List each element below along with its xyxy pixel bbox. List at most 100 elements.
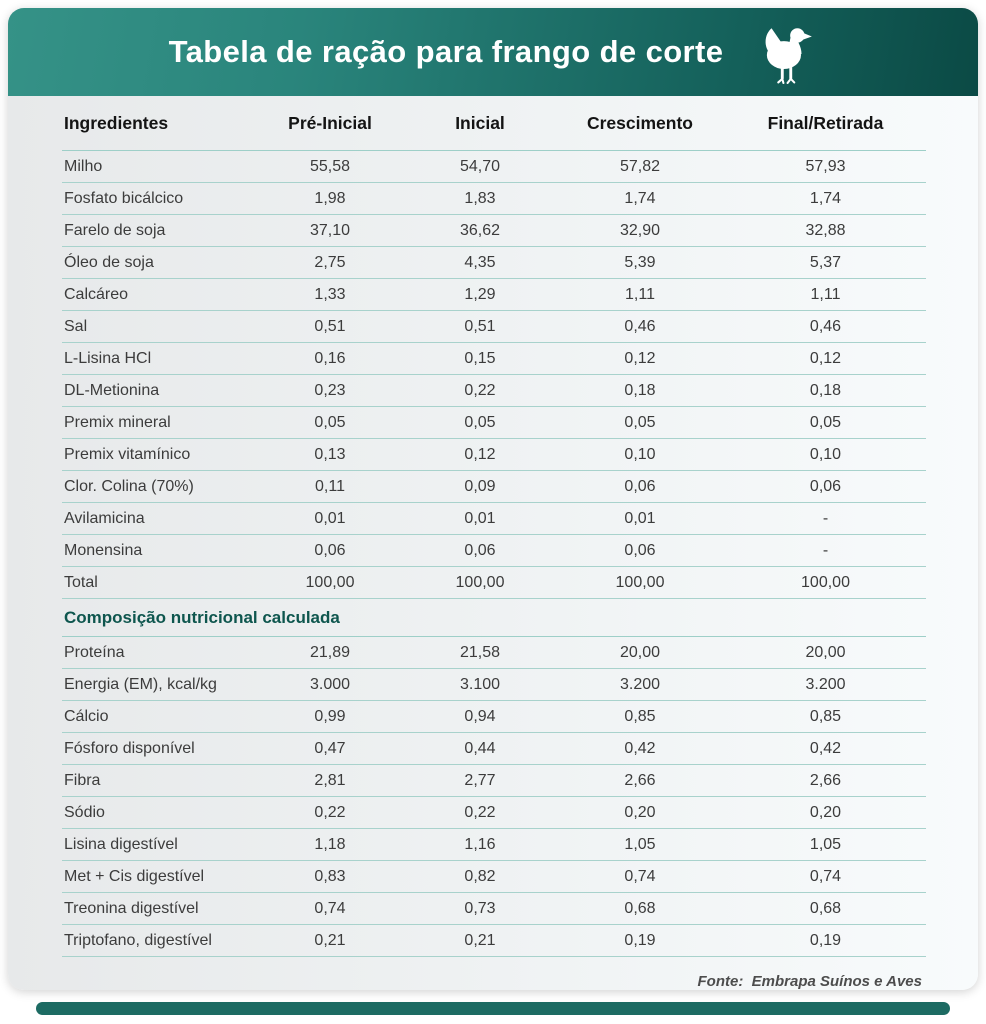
row-value: 2,66 xyxy=(809,771,842,789)
row-value: 0,15 xyxy=(464,349,496,367)
row-label: Proteína xyxy=(64,643,125,661)
row-label: Sal xyxy=(64,317,88,335)
row-value: - xyxy=(822,509,829,527)
nutrition-row: Sódio 0,22 0,22 0,20 0,20 xyxy=(62,797,926,829)
row-label: Total xyxy=(64,573,98,591)
row-value: 0,19 xyxy=(624,931,656,949)
row-value: 1,74 xyxy=(809,189,842,207)
row-value: 0,85 xyxy=(809,707,842,725)
ingredient-row: Premix vitamínico 0,13 0,12 0,10 0,10 xyxy=(62,439,926,471)
row-value: 32,88 xyxy=(805,221,846,239)
ingredient-row: DL-Metionina 0,23 0,22 0,18 0,18 xyxy=(62,375,926,407)
row-value: - xyxy=(822,541,829,559)
row-value: 1,74 xyxy=(624,189,656,207)
row-value: 2,81 xyxy=(314,771,346,789)
row-value: 0,68 xyxy=(809,899,842,917)
column-header-row: Ingredientes Pré-Inicial Inicial Crescim… xyxy=(62,96,926,151)
row-value: 3.200 xyxy=(805,675,846,693)
ingredient-row: Óleo de soja 2,75 4,35 5,39 5,37 xyxy=(62,247,926,279)
column-header-final: Final/Retirada xyxy=(767,112,884,133)
row-value: 0,01 xyxy=(314,509,346,527)
row-value: 54,70 xyxy=(459,157,501,175)
row-value: 1,05 xyxy=(624,835,656,853)
row-value: 0,44 xyxy=(464,739,496,757)
row-label: Monensina xyxy=(64,541,143,559)
row-value: 0,12 xyxy=(464,445,496,463)
row-value: 0,20 xyxy=(624,803,656,821)
row-label: L-Lisina HCl xyxy=(64,349,152,367)
row-value: 5,37 xyxy=(809,253,842,271)
row-value: 0,19 xyxy=(809,931,842,949)
row-value: 0,05 xyxy=(809,413,842,431)
row-value: 0,82 xyxy=(464,867,496,885)
row-value: 0,23 xyxy=(314,381,346,399)
row-value: 57,82 xyxy=(619,157,661,175)
row-value: 0,22 xyxy=(314,803,346,821)
nutrition-row: Cálcio 0,99 0,94 0,85 0,85 xyxy=(62,701,926,733)
row-value: 0,73 xyxy=(464,899,496,917)
row-label: Fosfato bicálcico xyxy=(64,189,184,207)
row-value: 1,98 xyxy=(314,189,346,207)
row-label: Clor. Colina (70%) xyxy=(64,477,194,495)
row-value: 0,94 xyxy=(464,707,496,725)
row-label: Energia (EM), kcal/kg xyxy=(64,675,217,693)
row-value: 20,00 xyxy=(619,643,661,661)
section-header-row: Composição nutricional calculada xyxy=(62,599,926,637)
row-label: Sódio xyxy=(64,803,105,821)
row-value: 100,00 xyxy=(615,573,665,591)
row-value: 1,29 xyxy=(464,285,496,303)
row-value: 0,09 xyxy=(464,477,496,495)
row-value: 37,10 xyxy=(309,221,351,239)
row-value: 0,20 xyxy=(809,803,842,821)
ingredient-row: Premix mineral 0,05 0,05 0,05 0,05 xyxy=(62,407,926,439)
row-value: 0,16 xyxy=(314,349,346,367)
nutrition-row: Proteína 21,89 21,58 20,00 20,00 xyxy=(62,637,926,669)
row-value: 1,83 xyxy=(464,189,496,207)
row-value: 0,83 xyxy=(314,867,346,885)
row-value: 0,68 xyxy=(624,899,656,917)
row-value: 0,74 xyxy=(314,899,346,917)
row-value: 100,00 xyxy=(455,573,505,591)
ingredient-row: Farelo de soja 37,10 36,62 32,90 32,88 xyxy=(62,215,926,247)
row-value: 2,77 xyxy=(464,771,496,789)
row-label: Avilamicina xyxy=(64,509,145,527)
row-value: 0,21 xyxy=(464,931,496,949)
nutrition-row: Fibra 2,81 2,77 2,66 2,66 xyxy=(62,765,926,797)
row-value: 0,12 xyxy=(624,349,656,367)
bottom-accent-bar xyxy=(36,1002,950,1015)
column-header-ingredients: Ingredientes xyxy=(64,112,169,133)
row-label: Farelo de soja xyxy=(64,221,166,239)
row-label: Lisina digestível xyxy=(64,835,178,853)
row-value: 3.200 xyxy=(619,675,661,693)
row-value: 5,39 xyxy=(624,253,656,271)
row-value: 0,85 xyxy=(624,707,656,725)
row-value: 0,10 xyxy=(809,445,842,463)
row-value: 1,11 xyxy=(810,285,841,303)
row-label: Premix mineral xyxy=(64,413,171,431)
row-value: 1,05 xyxy=(809,835,842,853)
nutrition-row: Treonina digestível 0,74 0,73 0,68 0,68 xyxy=(62,893,926,925)
ingredient-row: Calcáreo 1,33 1,29 1,11 1,11 xyxy=(62,279,926,311)
feed-table: Ingredientes Pré-Inicial Inicial Crescim… xyxy=(62,96,926,990)
chicken-icon xyxy=(765,28,813,84)
ingredient-row: Avilamicina 0,01 0,01 0,01 - xyxy=(62,503,926,535)
row-value: 0,18 xyxy=(809,381,842,399)
row-value: 0,06 xyxy=(809,477,842,495)
row-value: 0,22 xyxy=(464,803,496,821)
row-value: 0,01 xyxy=(464,509,496,527)
row-value: 0,51 xyxy=(314,317,346,335)
row-value: 0,10 xyxy=(624,445,656,463)
row-value: 0,05 xyxy=(624,413,656,431)
row-value: 0,05 xyxy=(464,413,496,431)
row-value: 0,18 xyxy=(624,381,656,399)
row-value: 21,58 xyxy=(459,643,501,661)
row-value: 3.100 xyxy=(459,675,501,693)
row-value: 0,22 xyxy=(464,381,496,399)
row-value: 4,35 xyxy=(464,253,496,271)
column-header-crescimento: Crescimento xyxy=(586,112,693,133)
row-value: 32,90 xyxy=(619,221,661,239)
row-label: DL-Metionina xyxy=(64,381,160,399)
nutrition-row: Triptofano, digestível 0,21 0,21 0,19 0,19 xyxy=(62,925,926,957)
row-label: Milho xyxy=(64,157,103,175)
feed-table-card: Tabela de ração para frango de corte xyxy=(8,8,978,990)
